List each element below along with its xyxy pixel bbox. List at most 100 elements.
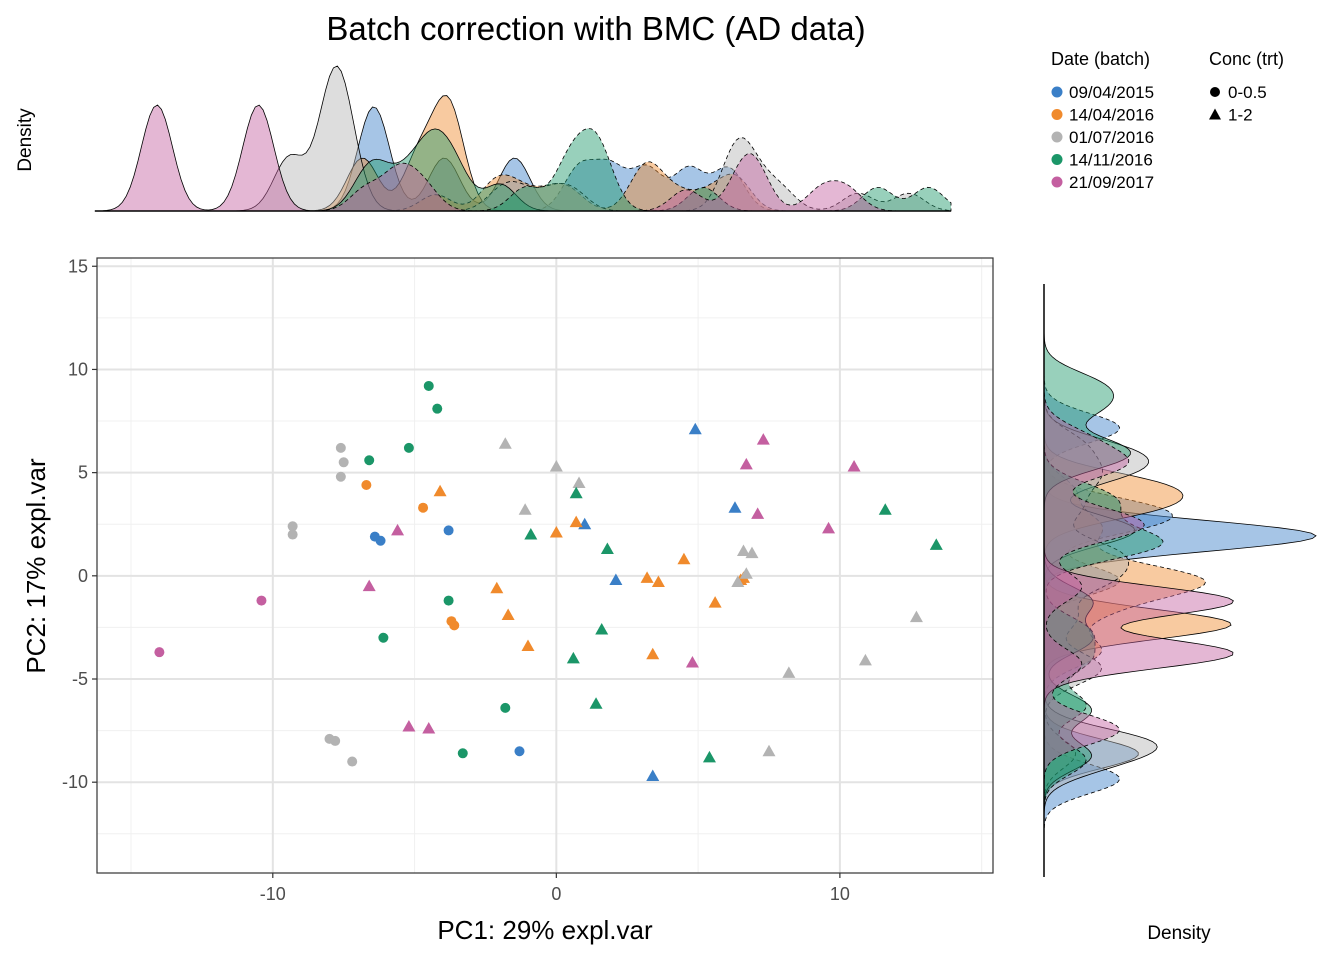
point-triangle (739, 457, 753, 470)
point-triangle (402, 719, 416, 732)
point-triangle (391, 523, 405, 536)
point-circle (378, 632, 389, 643)
legend-shape-label: 1-2 (1228, 106, 1253, 125)
point-triangle (751, 507, 765, 519)
point-triangle (728, 501, 742, 513)
point-circle (154, 647, 165, 658)
point-circle (418, 502, 429, 513)
point-circle (423, 380, 434, 391)
point-triangle (569, 486, 583, 499)
point-triangle (569, 515, 583, 528)
point-triangle (595, 622, 609, 635)
x-tick-label: 0 (551, 884, 561, 904)
legend-batch-swatch (1051, 176, 1063, 188)
point-triangle (651, 575, 665, 588)
point-circle (403, 442, 414, 453)
point-triangle (501, 608, 515, 621)
grid-lines (97, 258, 993, 873)
point-triangle (822, 521, 836, 534)
data-points (154, 380, 943, 782)
point-triangle (572, 476, 586, 488)
point-triangle (909, 610, 923, 623)
point-circle (361, 480, 372, 491)
point-triangle (498, 437, 512, 449)
y-tick-label: 15 (68, 256, 88, 276)
legend-shape-swatch (1209, 108, 1221, 120)
y-tick-label: 5 (78, 463, 88, 483)
right-density-panel (1043, 284, 1317, 877)
point-triangle (524, 528, 538, 540)
legend-shape-label: 0-0.5 (1228, 83, 1267, 102)
x-tick-label: 10 (830, 884, 850, 904)
point-triangle (762, 744, 776, 757)
y-tick-label: -5 (72, 669, 88, 689)
point-triangle (745, 546, 759, 559)
legend-batch-label: 14/11/2016 (1069, 151, 1153, 170)
point-circle (364, 455, 375, 466)
point-circle (335, 442, 346, 453)
point-circle (443, 525, 454, 536)
point-triangle (739, 567, 753, 579)
point-triangle (422, 722, 436, 734)
legend-color-title: Date (batch) (1051, 49, 1150, 69)
point-circle (335, 471, 346, 482)
point-triangle (847, 459, 861, 472)
point-triangle (521, 639, 535, 651)
point-circle (338, 457, 349, 468)
point-triangle (677, 552, 691, 565)
x-axis-ticks: -10 0 10 (260, 873, 850, 904)
point-circle (287, 529, 298, 540)
point-triangle (646, 647, 660, 660)
point-triangle (688, 422, 702, 435)
legend: Date (batch) Conc (trt) 09/04/2015 14/04/… (1051, 49, 1284, 192)
point-triangle (782, 666, 796, 678)
point-circle (256, 595, 267, 606)
plot-background (97, 258, 993, 873)
point-triangle (708, 596, 722, 608)
y-axis-ticks: 15 10 5 0 -5 -10 (62, 256, 97, 792)
point-circle (347, 756, 358, 767)
point-triangle (702, 750, 716, 763)
point-triangle (929, 538, 943, 550)
point-triangle (549, 459, 563, 472)
point-triangle (756, 433, 770, 445)
point-triangle (600, 542, 614, 554)
legend-batch-label: 21/09/2017 (1069, 173, 1154, 192)
point-triangle (362, 579, 376, 592)
legend-batch-label: 14/04/2016 (1069, 106, 1154, 125)
legend-batch-entries: 09/04/2015 14/04/2016 01/07/2016 14/11/2016… (1051, 83, 1154, 192)
point-triangle (736, 544, 750, 557)
point-triangle (566, 651, 580, 664)
y-tick-label: -10 (62, 772, 88, 792)
y-axis-label: PC2: 17% expl.var (21, 458, 51, 674)
plot-border (96, 257, 994, 874)
legend-shape-entries: 0-0.5 1-2 (1209, 83, 1267, 125)
point-triangle (490, 581, 504, 594)
legend-batch-swatch (1051, 109, 1063, 120)
point-circle (457, 748, 468, 759)
x-tick-label: -10 (260, 884, 286, 904)
point-triangle (518, 503, 532, 515)
point-circle (500, 702, 511, 713)
main-plot-panel: -10 0 10 15 10 5 0 -5 -10 (62, 256, 994, 904)
x-axis-label: PC1: 29% expl.var (437, 915, 653, 945)
point-triangle (646, 769, 660, 782)
top-density-panel (94, 65, 952, 212)
point-triangle (640, 571, 654, 583)
right-density-curve (1043, 284, 1131, 877)
point-triangle (589, 697, 603, 709)
right-density-label: Density (1147, 923, 1211, 944)
legend-batch-swatch (1051, 131, 1063, 143)
legend-batch-swatch (1051, 86, 1063, 98)
legend-batch-label: 09/04/2015 (1069, 83, 1154, 102)
legend-shape-swatch (1210, 87, 1220, 97)
top-density-label: Density (15, 108, 36, 172)
point-circle (514, 746, 525, 757)
point-circle (443, 595, 454, 606)
point-circle (432, 403, 443, 414)
legend-batch-label: 01/07/2016 (1069, 128, 1154, 147)
point-triangle (549, 525, 563, 538)
point-triangle (731, 575, 745, 588)
